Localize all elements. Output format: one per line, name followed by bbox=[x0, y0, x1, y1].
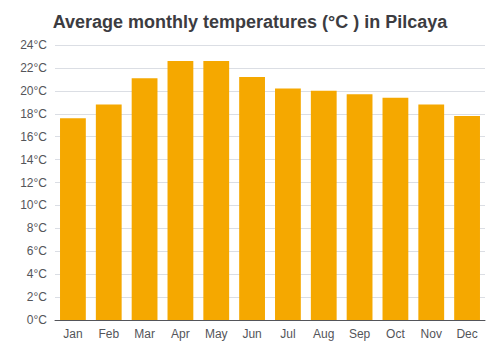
svg-text:Average monthly temperatures (: Average monthly temperatures (°C ) in Pi… bbox=[53, 12, 449, 32]
svg-text:0°C: 0°C bbox=[27, 313, 47, 327]
svg-text:Jan: Jan bbox=[63, 327, 82, 341]
svg-text:Aug: Aug bbox=[313, 327, 334, 341]
svg-text:16°C: 16°C bbox=[20, 130, 47, 144]
svg-text:Sep: Sep bbox=[349, 327, 371, 341]
svg-text:10°C: 10°C bbox=[20, 198, 47, 212]
svg-text:6°C: 6°C bbox=[27, 244, 47, 258]
svg-text:20°C: 20°C bbox=[20, 84, 47, 98]
svg-text:14°C: 14°C bbox=[20, 153, 47, 167]
svg-text:8°C: 8°C bbox=[27, 221, 47, 235]
svg-text:22°C: 22°C bbox=[20, 61, 47, 75]
svg-text:Oct: Oct bbox=[386, 327, 405, 341]
svg-text:4°C: 4°C bbox=[27, 267, 47, 281]
svg-text:Jun: Jun bbox=[242, 327, 261, 341]
svg-text:Dec: Dec bbox=[456, 327, 477, 341]
svg-text:18°C: 18°C bbox=[20, 107, 47, 121]
svg-text:2°C: 2°C bbox=[27, 290, 47, 304]
svg-text:Apr: Apr bbox=[171, 327, 190, 341]
svg-text:May: May bbox=[205, 327, 228, 341]
svg-text:Nov: Nov bbox=[421, 327, 442, 341]
svg-text:Feb: Feb bbox=[98, 327, 119, 341]
svg-text:12°C: 12°C bbox=[20, 176, 47, 190]
svg-text:Jul: Jul bbox=[280, 327, 295, 341]
svg-text:24°C: 24°C bbox=[20, 38, 47, 52]
svg-text:Mar: Mar bbox=[134, 327, 155, 341]
